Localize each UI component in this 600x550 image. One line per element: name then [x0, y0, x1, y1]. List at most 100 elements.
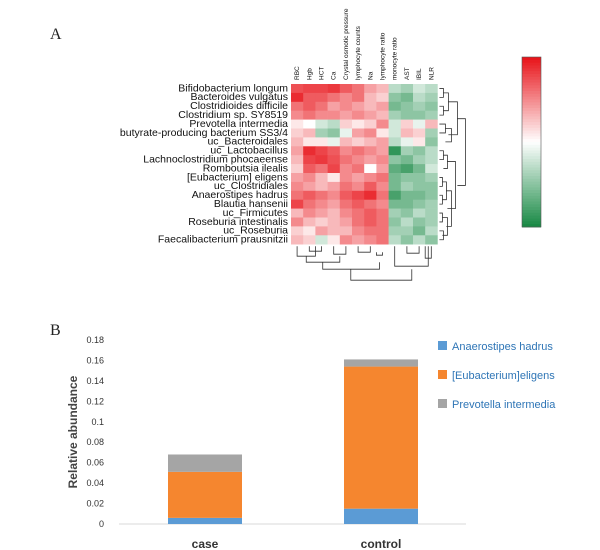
heatmap-row-label: uc_Firmicutes [223, 207, 288, 219]
heatmap-cell [291, 208, 304, 218]
heatmap-cell [400, 155, 414, 165]
heatmap-cell [327, 173, 341, 183]
column-dendrogram-branch [406, 246, 420, 254]
heatmap-cell [327, 226, 341, 236]
legend-swatch [438, 399, 447, 408]
color-scale-step [522, 221, 541, 225]
color-scale-step [522, 170, 541, 174]
heatmap-cell [400, 208, 414, 218]
heatmap-cell [388, 173, 402, 183]
heatmap-cell [400, 92, 414, 103]
heatmap-cell [388, 235, 402, 245]
heatmap-cell [291, 101, 304, 111]
heatmap-cell [339, 110, 353, 120]
column-dendrogram-branch [322, 262, 380, 270]
color-scale-step [522, 193, 541, 197]
panel-a-letter: A [50, 26, 62, 43]
heatmap-cell [291, 181, 304, 192]
heatmap-cell [291, 119, 304, 129]
heatmap-cell [400, 181, 414, 192]
color-scale-step [522, 159, 541, 163]
heatmap-cell [303, 137, 316, 147]
heatmap-cell [339, 101, 353, 111]
heatmap-cell [352, 128, 365, 138]
heatmap-row-label: Clostridioides difficile [190, 100, 288, 112]
color-scale-step [522, 195, 541, 200]
heatmap-cell [388, 84, 402, 94]
color-scale-step [522, 85, 541, 89]
heatmap-cell [388, 226, 402, 236]
color-scale-step [522, 88, 541, 92]
heatmap-cell [352, 101, 365, 111]
row-dendrogram-branch [443, 154, 448, 169]
heatmap-column-label: Ca [331, 71, 338, 80]
heatmap-cell [303, 119, 316, 129]
color-scale-step [522, 71, 541, 75]
heatmap-cell [352, 119, 365, 129]
heatmap-cell [352, 164, 365, 174]
heatmap-cell [413, 208, 426, 218]
color-scale-step [522, 224, 541, 228]
heatmap-cell [364, 137, 377, 147]
heatmap-cell [376, 164, 389, 174]
y-tick-label: 0.12 [86, 396, 104, 406]
heatmap-cell [400, 217, 414, 227]
heatmap-cell [327, 84, 341, 94]
heatmap-cell [425, 155, 438, 165]
heatmap-cell [425, 101, 438, 111]
row-dendrogram-branch [439, 105, 444, 116]
heatmap-cell [315, 146, 328, 156]
bar-segment [344, 508, 418, 524]
heatmap-cell [388, 155, 402, 165]
color-scale-step [522, 187, 541, 191]
heatmap-column-label: RBC [294, 66, 301, 80]
heatmap-cell [339, 155, 353, 165]
heatmap-cell [400, 119, 414, 129]
heatmap-cell [388, 190, 402, 200]
color-scale-step [522, 91, 541, 95]
color-scale-step [522, 190, 541, 194]
heatmap-cell [413, 217, 426, 227]
heatmap-cell [315, 110, 328, 120]
heatmap-cell [376, 128, 389, 138]
heatmap-cell [291, 128, 304, 138]
color-scale-step [522, 153, 541, 157]
heatmap-cell [352, 208, 365, 218]
heatmap-cell [352, 199, 365, 209]
heatmap-cell [376, 137, 389, 147]
heatmap-cell [400, 235, 414, 245]
heatmap-cell [315, 190, 328, 200]
heatmap-cell [291, 137, 304, 147]
heatmap-cell [400, 128, 414, 138]
heatmap-column-labels: RBC Hgb HCT Ca Crystal osmotic pressure lymph… [294, 8, 435, 80]
y-tick-label: 0.08 [86, 437, 104, 447]
stacked-bar-chart: 0 0.02 0.04 0.06 0.08 0.1 0.12 0.14 0.16 0.18 cas… [66, 335, 556, 550]
heatmap-cell [376, 235, 389, 245]
heatmap-cell [315, 92, 328, 103]
color-scale-step [522, 215, 541, 219]
heatmap-cell [413, 92, 426, 103]
row-dendrogram-branch [445, 128, 452, 143]
heatmap-cell [291, 92, 304, 103]
heatmap-cell [388, 128, 402, 138]
bar-segment [344, 359, 418, 367]
heatmap-cell [376, 199, 389, 209]
heatmap-row-label: uc_Clostridiales [214, 180, 288, 192]
heatmap-cell [291, 146, 304, 156]
heatmap-cell [388, 119, 402, 129]
heatmap-row-label: Blautia hansenii [214, 198, 288, 210]
bar-chart-legend: Anaerostipes hadrus [Eubacterium]eligens P… [438, 341, 556, 411]
legend-swatch [438, 341, 447, 350]
color-scale-step [522, 57, 541, 61]
heatmap-cell [303, 235, 316, 245]
heatmap-row-label: Bifidobacterium longum [178, 82, 288, 94]
heatmap-cell [376, 208, 389, 218]
color-scale-step [522, 218, 541, 222]
legend-label: Anaerostipes hadrus [452, 341, 553, 353]
heatmap-cell [303, 155, 316, 165]
heatmap-cell [413, 235, 426, 245]
heatmap-cell [339, 92, 353, 103]
heatmap-cell [400, 164, 414, 174]
